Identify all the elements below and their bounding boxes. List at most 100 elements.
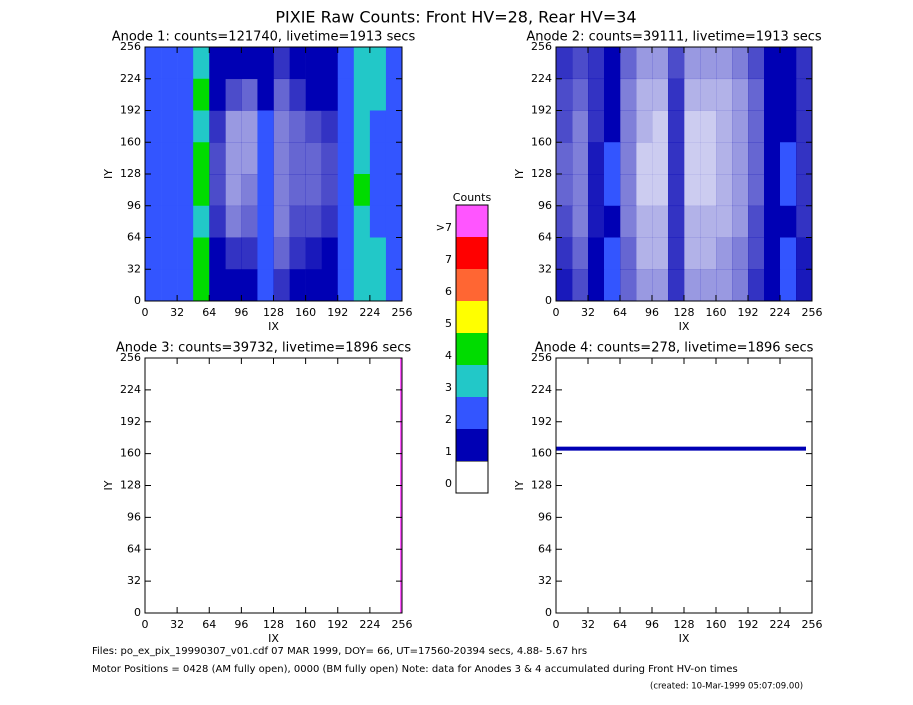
colorbar-label: 1: [445, 445, 452, 458]
heatmap-cell: [796, 269, 813, 302]
heatmap-cell: [700, 47, 717, 80]
heatmap-cell: [321, 78, 339, 111]
heatmap-cell: [652, 174, 669, 207]
heatmap-cell: [684, 142, 701, 175]
y-tick-label: 96: [127, 510, 141, 523]
y-tick-label: 128: [531, 479, 552, 492]
heatmap-cell: [289, 269, 306, 302]
heatmap-cell: [636, 237, 653, 270]
x-tick-label: 160: [295, 618, 316, 631]
heatmap-cell: [257, 78, 274, 111]
heatmap-cell: [225, 110, 242, 143]
heatmap-cell: [385, 47, 403, 80]
heatmap-cell: [764, 269, 781, 302]
x-tick-label: 0: [142, 306, 149, 319]
colorbar-swatch: [456, 301, 488, 333]
heatmap-cell: [700, 237, 717, 270]
heatmap-cell: [369, 237, 387, 270]
heatmap-cell: [241, 78, 258, 111]
x-tick-label: 128: [674, 306, 695, 319]
x-tick-label: 160: [706, 618, 727, 631]
panel-title: Anode 3: counts=39732, livetime=1896 sec…: [116, 341, 412, 356]
y-tick-label: 160: [120, 447, 141, 460]
colorbar-swatch: [456, 333, 488, 365]
heatmap-cell: [572, 142, 589, 175]
heatmap-cell: [177, 78, 194, 111]
heatmap-cell: [145, 205, 162, 238]
heatmap-cell: [700, 142, 717, 175]
heatmap-cell: [193, 269, 210, 302]
x-tick-label: 128: [263, 306, 284, 319]
heatmap-cell: [684, 47, 701, 80]
heatmap-cell: [780, 78, 797, 111]
heatmap-cell: [652, 237, 669, 270]
heatmap-cell: [257, 205, 274, 238]
heatmap-cell: [796, 78, 813, 111]
heatmap-cell: [652, 47, 669, 80]
heatmap-cell: [305, 78, 322, 111]
heatmap-cell: [700, 110, 717, 143]
x-tick-label: 128: [263, 618, 284, 631]
heatmap-cell: [732, 237, 749, 270]
heatmap-cell: [257, 174, 274, 207]
heatmap-cell: [572, 174, 589, 207]
y-axis-label: IY: [102, 169, 115, 179]
heatmap-cell: [193, 110, 210, 143]
heatmap-cell: [241, 47, 258, 80]
heatmap-cell: [700, 174, 717, 207]
heatmap-cell: [652, 269, 669, 302]
heatmap-cell: [780, 174, 797, 207]
x-tick-label: 160: [706, 306, 727, 319]
colorbar-title: Counts: [453, 191, 492, 204]
colorbar-swatch: [456, 365, 488, 397]
x-tick-label: 32: [170, 618, 184, 631]
heatmap-cell: [161, 47, 178, 80]
heatmap-cell: [604, 174, 621, 207]
heatmap-cell: [620, 174, 637, 207]
heatmap-cell: [273, 142, 290, 175]
heatmap-cell: [241, 174, 258, 207]
heatmap-cell: [193, 78, 210, 111]
heatmap-cell: [321, 269, 339, 302]
heatmap-cell: [652, 142, 669, 175]
heatmap-cell: [385, 237, 403, 270]
colorbar-label: 0: [445, 477, 452, 490]
heatmap-cell: [353, 174, 371, 207]
heatmap-cell: [572, 78, 589, 111]
heatmap-cell: [305, 269, 322, 302]
x-tick-label: 32: [170, 306, 184, 319]
heatmap-cell: [700, 78, 717, 111]
colorbar-swatch: [455, 460, 489, 494]
x-tick-label: 192: [738, 306, 759, 319]
x-tick-label: 32: [581, 306, 595, 319]
colorbar-label: 2: [445, 413, 452, 426]
y-tick-label: 128: [120, 479, 141, 492]
heatmap-cell: [620, 205, 637, 238]
x-axis-label: IX: [268, 320, 279, 333]
heatmap-cell: [225, 174, 242, 207]
heatmap-cell: [145, 237, 162, 270]
heatmap-cell: [588, 237, 605, 270]
heatmap-cell: [177, 205, 194, 238]
heatmap-cell: [588, 269, 605, 302]
x-tick-label: 192: [327, 618, 348, 631]
heatmap-cell: [716, 205, 733, 238]
heatmap-cell: [353, 142, 371, 175]
heatmap-cell: [161, 205, 178, 238]
x-tick-label: 160: [295, 306, 316, 319]
heatmap-cell: [716, 237, 733, 270]
x-tick-label: 64: [613, 618, 627, 631]
x-tick-label: 192: [738, 618, 759, 631]
heatmap-cell: [273, 174, 290, 207]
heatmap-cell: [353, 78, 371, 111]
heatmap-cell: [748, 174, 765, 207]
heatmap-cell: [369, 142, 387, 175]
heatmap-cell: [145, 47, 162, 80]
heatmap-cell: [385, 78, 403, 111]
heatmap-cell: [337, 237, 355, 270]
heatmap-cell: [337, 269, 355, 302]
heatmap-cell: [716, 269, 733, 302]
heatmap-cell: [225, 78, 242, 111]
heatmap-cell: [780, 205, 797, 238]
heatmap-cell: [748, 269, 765, 302]
